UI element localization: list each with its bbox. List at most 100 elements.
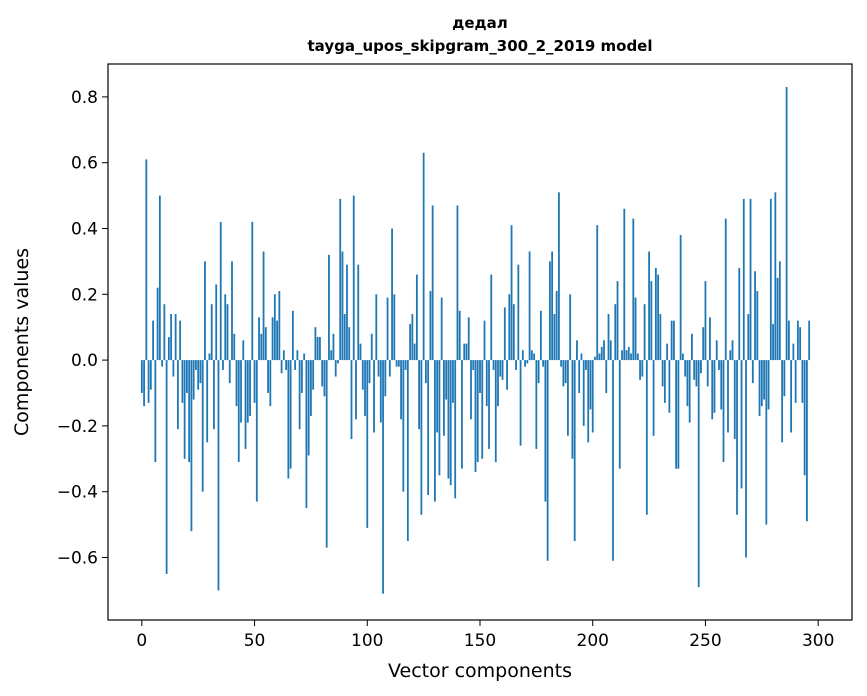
bar-23 [192,360,195,400]
bar-259 [724,218,727,361]
bar-103 [373,360,375,433]
bar-96 [357,264,360,361]
bar-227 [652,360,655,436]
bar-267 [742,198,745,361]
bar-176 [537,360,540,384]
bar-95 [355,360,357,420]
bar-224 [645,360,648,515]
bar-48 [249,360,251,417]
bar-225 [648,251,650,361]
bar-175 [535,360,538,449]
bar-98 [361,360,364,390]
bar-290 [794,360,797,403]
bar-24 [195,360,197,370]
bar-146 [470,360,472,420]
bar-168 [519,360,522,446]
bar-119 [409,323,412,361]
bar-15 [174,314,177,361]
bar-165 [512,304,515,361]
bar-18 [181,360,184,403]
y-tick-label: −0.2 [57,417,98,437]
bar-196 [582,360,585,426]
bar-81 [323,360,326,397]
bar-134 [443,360,445,436]
bar-289 [792,343,795,361]
bar-79 [319,337,321,361]
bar-287 [787,320,790,361]
bar-68 [294,360,297,370]
bar-273 [756,291,759,361]
bar-140 [456,205,459,361]
bar-136 [447,360,450,479]
bar-199 [589,360,592,410]
bar-200 [591,360,594,433]
bar-114 [397,360,400,367]
x-tick-label: 50 [244,631,266,651]
bar-158 [497,360,499,407]
y-tick-label: 0.8 [71,88,98,108]
bar-85 [332,333,335,361]
bar-5 [152,320,154,361]
bar-93 [350,360,353,440]
bar-172 [528,251,531,361]
bar-157 [494,360,497,463]
bar-106 [379,360,382,423]
bar-51 [255,360,258,502]
bar-243 [688,360,691,423]
bar-223 [643,304,646,361]
bar-217 [630,353,632,361]
y-tick-label: −0.6 [57,548,98,568]
bar-35 [219,221,222,361]
bar-19 [183,360,186,459]
bar-38 [226,304,229,361]
bar-271 [751,360,754,384]
bar-237 [675,360,678,469]
plot-frame [107,63,853,621]
bar-241 [684,360,687,377]
bar-247 [697,360,700,588]
bar-3 [147,360,150,403]
bar-193 [576,340,578,361]
bar-189 [567,360,569,436]
x-tick-label: 100 [351,631,383,651]
bar-202 [596,225,599,361]
bar-214 [623,208,626,361]
y-tick-label: 0.4 [71,219,98,239]
y-tick-label: −0.4 [57,483,98,503]
bar-66 [289,360,292,469]
bar-133 [440,297,443,361]
bar-255 [715,340,718,361]
bar-198 [587,360,590,443]
bar-6 [154,360,157,463]
bar-252 [709,317,711,361]
bar-10 [163,304,166,361]
bar-130 [434,360,436,502]
bar-244 [691,333,693,361]
bar-285 [783,360,786,397]
bar-107 [382,360,384,594]
bar-118 [406,360,409,542]
bar-110 [388,360,391,377]
bar-45 [242,340,245,361]
bar-112 [393,294,396,361]
bar-7 [156,287,159,361]
bar-210 [614,304,617,361]
bar-221 [639,360,641,380]
bar-43 [237,360,240,463]
bar-294 [803,360,806,476]
bar-91 [346,264,348,361]
bar-77 [314,327,317,361]
bar-105 [377,360,380,377]
bar-135 [445,360,448,400]
bar-128 [429,291,432,361]
bar-226 [650,281,653,361]
bar-28 [204,261,206,361]
bar-59 [273,294,276,361]
bar-270 [749,198,752,361]
bar-60 [276,320,278,361]
bar-250 [704,281,707,361]
bar-181 [548,261,551,361]
bar-205 [603,340,605,361]
bar-263 [733,360,736,440]
bar-179 [544,360,547,502]
